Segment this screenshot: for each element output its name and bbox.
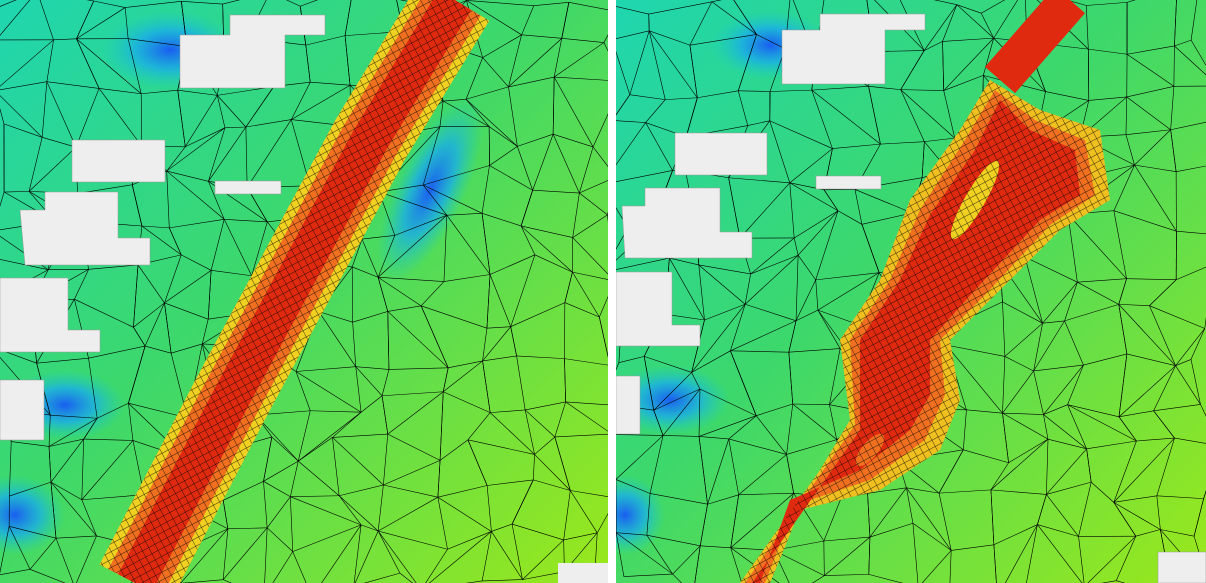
- mesh-edge: [607, 215, 614, 281]
- mesh-edge: [615, 434, 616, 479]
- building: [72, 140, 165, 182]
- building: [558, 563, 608, 583]
- building: [616, 376, 640, 434]
- building: [0, 380, 44, 440]
- page: (() => { const ns = 'http://www.w3.org/2…: [0, 0, 1206, 583]
- mesh-edge: [609, 5, 612, 40]
- building: [675, 133, 767, 175]
- building: [816, 176, 881, 189]
- right-panel: [585, 0, 1206, 583]
- mesh-edge: [609, 5, 612, 40]
- mesh-comparison: [0, 0, 1206, 583]
- left-panel: [0, 0, 623, 583]
- mesh-edge: [607, 177, 615, 215]
- building: [1158, 552, 1206, 583]
- building: [215, 181, 281, 194]
